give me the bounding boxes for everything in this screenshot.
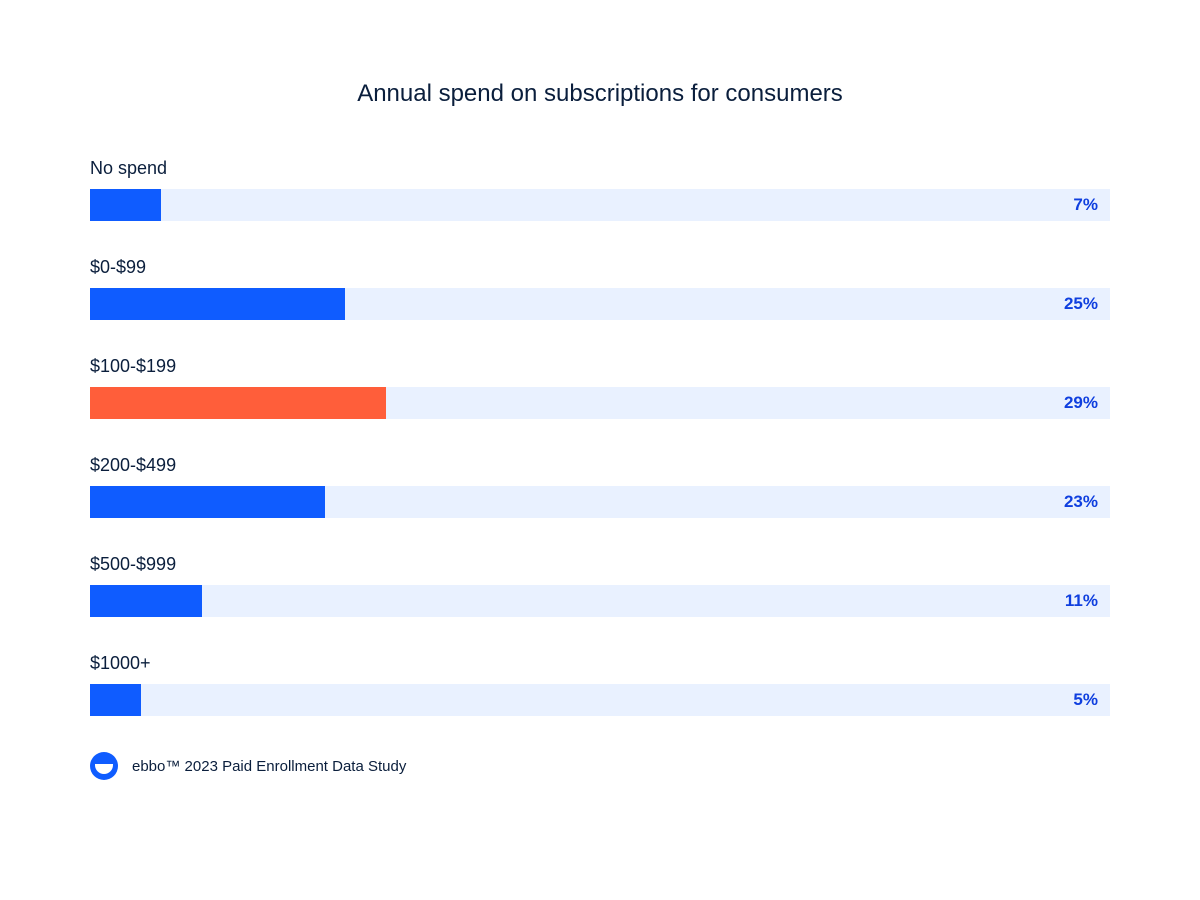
bar-track: 25%	[90, 288, 1110, 320]
bar-fill	[90, 585, 202, 617]
bar-label: $0-$99	[90, 257, 1110, 278]
bar-fill	[90, 189, 161, 221]
bar-label: $100-$199	[90, 356, 1110, 377]
bar-fill	[90, 486, 325, 518]
bar-fill	[90, 684, 141, 716]
bar-value: 7%	[1073, 195, 1098, 215]
bar-fill	[90, 387, 386, 419]
chart-title: Annual spend on subscriptions for consum…	[90, 80, 1110, 108]
bar-value: 25%	[1064, 294, 1098, 314]
bar-fill	[90, 288, 345, 320]
bar-group: $500-$999 11%	[90, 554, 1110, 617]
bar-label: $1000+	[90, 653, 1110, 674]
bar-track: 7%	[90, 189, 1110, 221]
bar-track: 29%	[90, 387, 1110, 419]
bar-value: 29%	[1064, 393, 1098, 413]
bar-track: 11%	[90, 585, 1110, 617]
bar-value: 5%	[1073, 690, 1098, 710]
bar-track: 5%	[90, 684, 1110, 716]
bar-group: $100-$199 29%	[90, 356, 1110, 419]
footer-source-text: ebbo™ 2023 Paid Enrollment Data Study	[132, 758, 406, 775]
bar-group: $200-$499 23%	[90, 455, 1110, 518]
bar-label: No spend	[90, 158, 1110, 179]
bar-value: 11%	[1065, 591, 1098, 611]
bar-group: $1000+ 5%	[90, 653, 1110, 716]
bar-group: No spend 7%	[90, 158, 1110, 221]
bar-track: 23%	[90, 486, 1110, 518]
bar-label: $200-$499	[90, 455, 1110, 476]
bar-group: $0-$99 25%	[90, 257, 1110, 320]
ebbo-logo-icon	[90, 752, 118, 780]
bar-value: 23%	[1064, 492, 1098, 512]
chart-footer: ebbo™ 2023 Paid Enrollment Data Study	[90, 752, 1110, 780]
bar-label: $500-$999	[90, 554, 1110, 575]
bars-container: No spend 7% $0-$99 25% $100-$199 29% $200-$499…	[90, 158, 1110, 716]
